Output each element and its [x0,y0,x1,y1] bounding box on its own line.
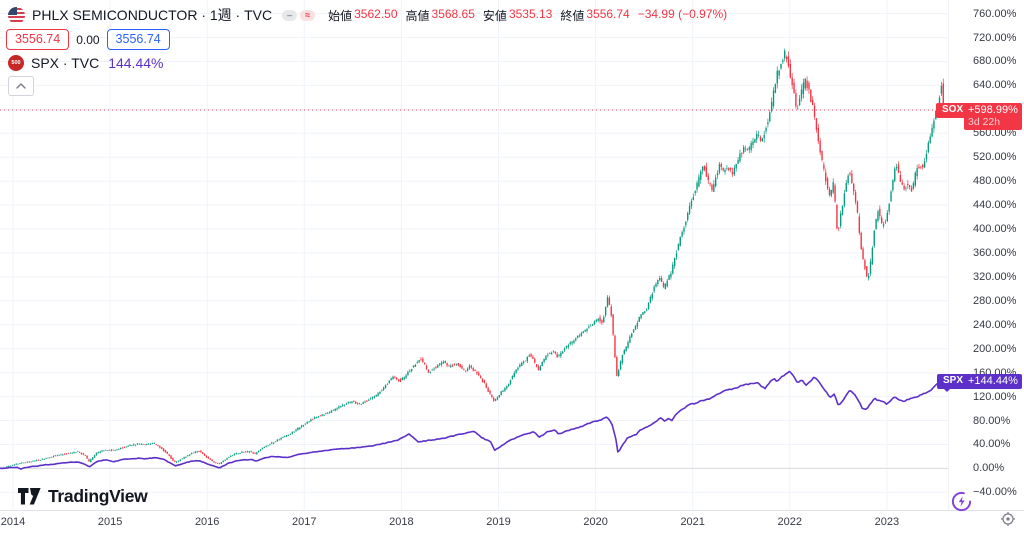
low-label: 安値 [482,8,507,23]
spread-value: 0.00 [76,32,100,47]
price-tick-label: 760.00% [973,7,1017,20]
close-value: 3556.74 [586,6,630,21]
price-axis[interactable]: 760.00%720.00%680.00%640.00%600.00%560.0… [948,0,1024,510]
year-tick-label: 2021 [680,516,705,528]
symbol-title[interactable]: PHLX SEMICONDUCTOR · 1週 · TVC [32,7,273,23]
price-tick-label: 640.00% [973,79,1017,92]
spx-price-badge: +144.44% [964,373,1022,389]
year-tick-label: 2018 [389,516,414,528]
year-tick-label: 2014 [0,516,26,528]
high-label: 高値 [405,8,430,23]
price-tick-label: 480.00% [973,175,1017,188]
open-label: 始値 [328,8,353,23]
spx-series-tag: SPX [937,373,970,392]
price-tick-label: 40.00% [973,438,1011,451]
low-value: 3535.13 [508,6,553,21]
sox-price-badge: +598.99% 3d 22h [964,102,1022,130]
sox-series-tag: SOX [936,102,970,118]
price-tick-label: 120.00% [973,390,1017,403]
price-tick-label: 720.00% [973,31,1017,44]
symbol-legend: PHLX SEMICONDUCTOR · 1週 · TVC – ≈ 始値 3562… [8,5,727,25]
price-tick-label: 560.00% [973,127,1017,140]
us-flag-icon [8,6,25,24]
sox-price-badge-value: +598.99% [968,103,1018,116]
collapse-legend-button[interactable] [8,76,34,96]
price-tick-label: 400.00% [973,223,1017,236]
year-tick-label: 2020 [583,516,608,528]
compare-mode-pill-icon[interactable]: ≈ [300,9,316,21]
price-tick-label: 280.00% [973,294,1017,307]
close-label: 終値 [560,8,585,23]
sell-price-button[interactable]: 3556.74 [6,29,70,50]
tradingview-logo-text: TradingView [48,486,148,506]
price-tick-label: 360.00% [973,246,1017,259]
price-tick-label: 320.00% [973,270,1017,283]
ohlc-values: 始値 3562.50 高値 3568.65 安値 3535.13 終値 3556.74 … [328,7,727,24]
spx-tag-pointer-icon [944,388,950,395]
sp500-logo-icon: 500 [8,55,24,71]
price-tick-label: −40.00% [973,486,1017,499]
buy-price-button[interactable]: 3556.74 [106,29,170,50]
compare-legend: 500 SPX · TVC 144.44% [8,55,163,71]
quote-row: 3556.74 0.00 3556.74 [6,29,170,50]
year-tick-label: 2016 [194,516,220,528]
compare-change-value: 144.44% [108,55,164,71]
tradingview-logo-icon [18,488,41,505]
price-tick-label: 200.00% [973,342,1017,355]
high-value: 3568.65 [431,6,475,21]
change-value: −34.99 (−0.97%) [637,6,728,21]
scale-settings-icon[interactable] [1000,511,1016,527]
price-tick-label: 440.00% [973,199,1017,212]
compare-symbol-title[interactable]: SPX · TVC [31,55,100,71]
flash-refresh-icon[interactable] [950,490,973,513]
price-tick-label: 520.00% [973,151,1017,164]
price-tick-label: 80.00% [973,414,1011,427]
hide-series-pill-icon[interactable]: – [282,9,298,21]
tradingview-logo[interactable]: TradingView [18,486,148,507]
year-tick-label: 2019 [486,516,511,528]
chevron-up-icon [16,83,26,89]
year-tick-label: 2023 [874,516,900,528]
year-tick-label: 2022 [777,516,803,528]
price-tick-label: 240.00% [973,318,1017,331]
time-axis[interactable]: 2014 2015 2016 2017 2018 2019 2020 2021 2022 2023 [0,510,1024,533]
bar-countdown: 3d 22h [968,115,1001,128]
spx-series-tag-label: SPX [943,374,964,386]
year-tick-label: 2015 [97,516,123,528]
year-tick-label: 2017 [292,516,317,528]
price-tick-label: 680.00% [973,55,1017,68]
price-tick-label: 0.00% [973,462,1005,475]
open-value: 3562.50 [354,6,398,21]
spx-price-badge-value: +144.44% [968,374,1018,387]
